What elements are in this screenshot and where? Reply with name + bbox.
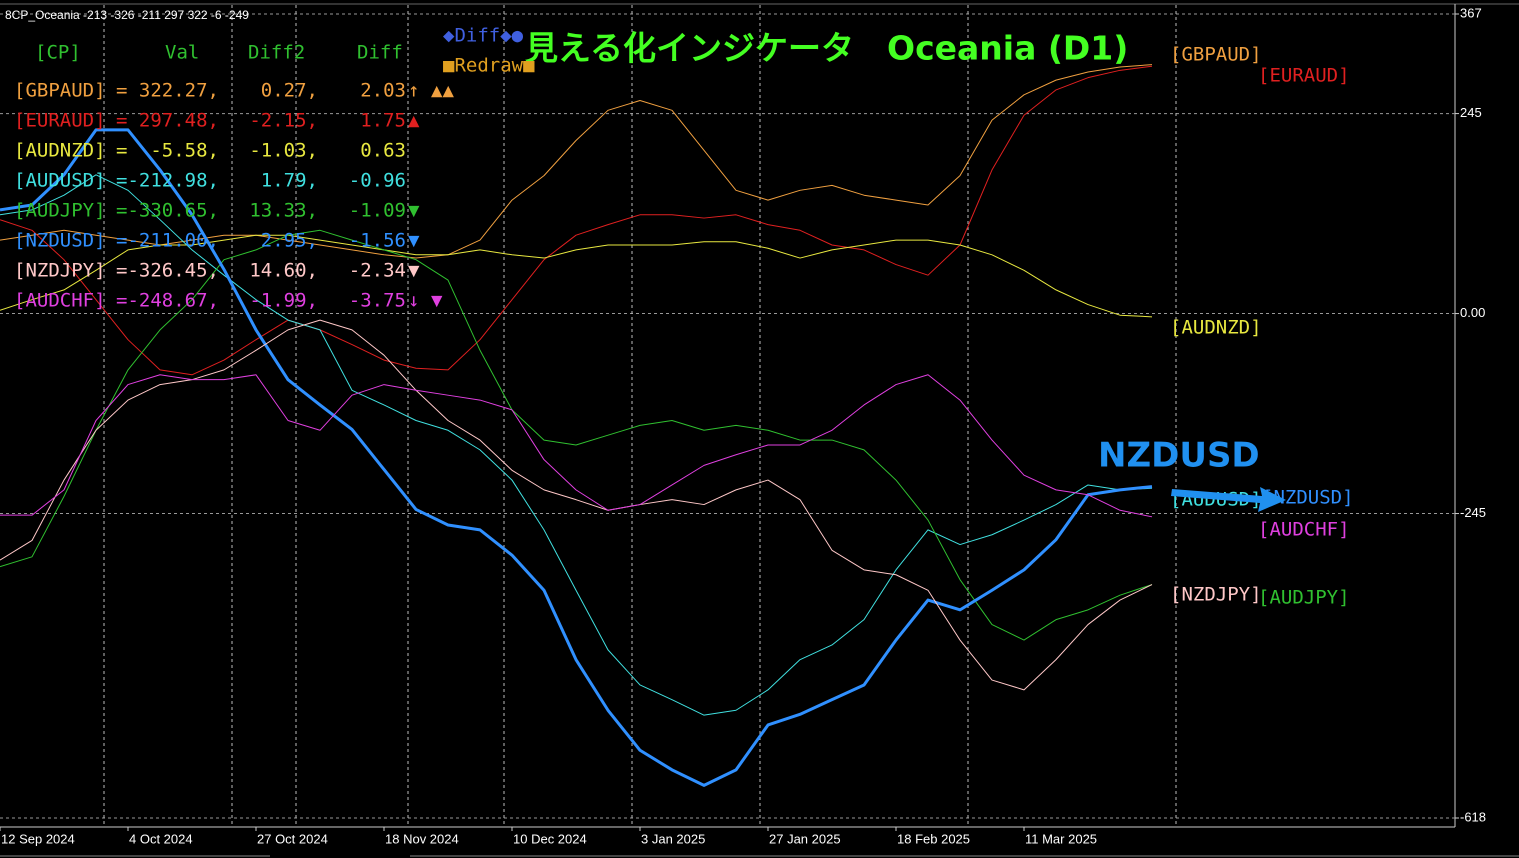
row-diff2: 2.95, [261,230,318,252]
table-header: Diff2 [248,42,305,64]
row-value: =-212.98, [116,170,219,192]
x-tick-label: 18 Feb 2025 [897,831,970,846]
arrow [1171,487,1286,512]
row-value: = 322.27, [116,80,219,102]
x-tick-label: 10 Dec 2024 [513,831,587,846]
diff-button[interactable]: ◆Diff◆● [443,25,524,47]
row-diff2: -1.99, [249,290,318,312]
table-header: Val [165,42,199,64]
series-line [0,64,1153,259]
y-tick-label: 245 [1460,105,1482,120]
series-label: [EURAUD] [1258,65,1350,87]
table-header: Diff [357,42,403,64]
x-tick-label: 27 Jan 2025 [769,831,841,846]
series-label: [AUDCHF] [1258,519,1350,541]
grid [0,5,1459,831]
row-diff2: -2.15, [249,110,318,132]
series-label: [NZDUSD] [1262,487,1354,509]
row-signal: ▲▲ [431,80,454,102]
x-tick-label: 11 Mar 2025 [1025,831,1097,846]
row-diff2: -1.03, [249,140,318,162]
y-tick-label: 0.00 [1460,305,1485,320]
row-name: [AUDNZD] [14,140,106,162]
redraw-button[interactable]: ■Redraw■ [443,55,535,77]
row-value: =-330.65, [116,200,219,222]
row-name: [GBPAUD] [14,80,106,102]
row-diff: -2.34 [349,260,406,282]
row-diff: -3.75 [349,290,406,312]
overlay: 367 245 0.00 -245 -618 12 Sep 2024 4 Oct 2024 2… [1,5,1486,846]
row-diff: 2.03 [360,80,406,102]
series-label: [GBPAUD] [1170,44,1262,66]
row-value: =-326.45, [116,260,219,282]
series-line [0,319,1153,691]
row-diff: 0.63 [360,140,406,162]
row-diff: -0.96 [349,170,406,192]
x-tick-label: 27 Oct 2024 [257,831,328,846]
x-tick-label: 12 Sep 2024 [1,831,75,846]
row-diff: -1.09 [349,200,406,222]
row-name: [AUDCHF] [14,290,106,312]
row-signal: ▼ [431,290,443,312]
row-arrow: ↓ [408,290,419,312]
row-diff: -1.56 [349,230,406,252]
row-name: [NZDJPY] [14,260,106,282]
row-signal: ▲ [408,110,420,132]
y-tick-label: -245 [1460,505,1486,520]
chart-title: 見える化インジケータ Oceania (D1) [525,29,1128,68]
table-header: [CP] [35,42,81,64]
series-line [0,374,1153,518]
x-tick-label: 4 Oct 2024 [129,831,193,846]
row-diff2: 0.27, [261,80,318,102]
annotation: NZDUSD [1098,436,1260,476]
row-diff: 1.75 [360,110,406,132]
row-signal: ▼ [408,200,420,222]
y-tick-label: -618 [1460,809,1486,824]
series-line [0,234,1153,318]
row-value: =-211.00, [116,230,219,252]
x-tick-label: 3 Jan 2025 [641,831,705,846]
series-line [0,128,1153,787]
row-value: = 297.48, [116,110,219,132]
row-name: [AUDJPY] [14,200,106,222]
series-label: [AUDNZD] [1170,317,1262,339]
row-signal: ▼ [408,260,420,282]
x-tick-label: 18 Nov 2024 [385,831,459,846]
row-diff2: 1.79, [261,170,318,192]
row-signal: ▼ [408,230,420,252]
series-label: [AUDJPY] [1258,587,1350,609]
lines [0,64,1153,787]
series-label: [NZDJPY] [1170,584,1262,606]
row-diff2: 13.33, [249,200,318,222]
row-name: [NZDUSD] [14,230,106,252]
row-value: =-248.67, [116,290,219,312]
y-tick-label: 367 [1460,5,1482,20]
row-name: [EURAUD] [14,110,106,132]
series-line [0,229,1153,641]
row-arrow: ↑ [408,80,419,102]
row-value: = -5.58, [116,140,219,162]
row-diff2: 14.60, [249,260,318,282]
indicator-header: 8CP_Oceania -213 -326 -211 297 322 -6 -2… [5,8,249,22]
series-line [0,174,1153,716]
row-name: [AUDUSD] [14,170,106,192]
